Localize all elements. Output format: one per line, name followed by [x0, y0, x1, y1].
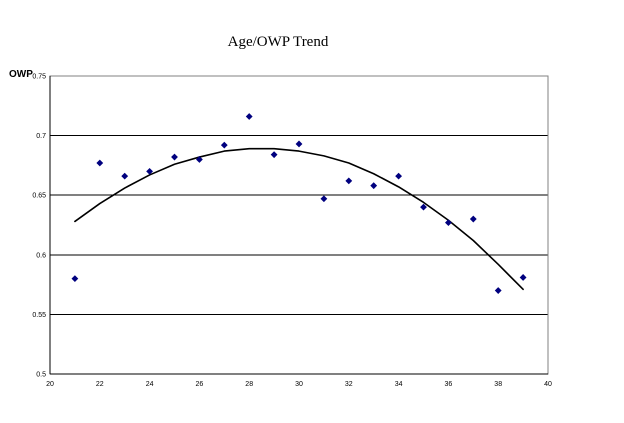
- x-tick-label: 34: [395, 381, 403, 388]
- y-tick-label: 0.55: [32, 312, 46, 319]
- data-point: [270, 151, 278, 159]
- data-point: [295, 140, 303, 148]
- x-tick-label: 24: [146, 381, 154, 388]
- data-point: [146, 167, 153, 175]
- chart-title: Age/OWP Trend: [228, 34, 329, 50]
- data-point: [445, 219, 452, 227]
- y-tick-label: 0.7: [36, 133, 46, 140]
- data-point: [519, 274, 527, 281]
- data-points: [71, 113, 527, 294]
- x-tick-label: 38: [494, 381, 502, 388]
- data-point: [345, 177, 353, 185]
- x-tick-label: 26: [196, 381, 204, 388]
- data-point: [370, 182, 378, 190]
- data-point: [121, 172, 129, 180]
- data-point: [494, 287, 502, 294]
- x-tick-label: 40: [544, 381, 552, 388]
- data-point: [220, 141, 228, 149]
- y-tick-label: 0.5: [36, 372, 46, 379]
- x-tick-label: 30: [295, 381, 303, 388]
- y-axis-label: OWP: [9, 69, 33, 80]
- data-point: [395, 172, 402, 180]
- data-point: [420, 203, 427, 211]
- data-point: [196, 156, 203, 163]
- y-tick-label: 0.6: [36, 252, 46, 259]
- data-point: [320, 195, 328, 203]
- x-tick-label: 28: [245, 381, 253, 388]
- y-tick-label: 0.75: [32, 74, 46, 81]
- data-point: [469, 215, 477, 223]
- x-tick-label: 20: [46, 381, 54, 388]
- data-point: [171, 153, 178, 161]
- data-point: [245, 113, 253, 120]
- y-tick-label: 0.65: [32, 193, 46, 200]
- data-point: [96, 159, 104, 167]
- x-tick-label: 36: [445, 381, 453, 388]
- x-tick-label: 32: [345, 381, 353, 388]
- x-tick-label: 22: [96, 381, 104, 388]
- gridlines: [49, 75, 549, 375]
- data-point: [71, 275, 79, 283]
- tick-labels: 0.5 0.55 0.6 0.65 0.7 0.75 20 22 24 26 28 30 32 34 36 3…: [32, 74, 552, 389]
